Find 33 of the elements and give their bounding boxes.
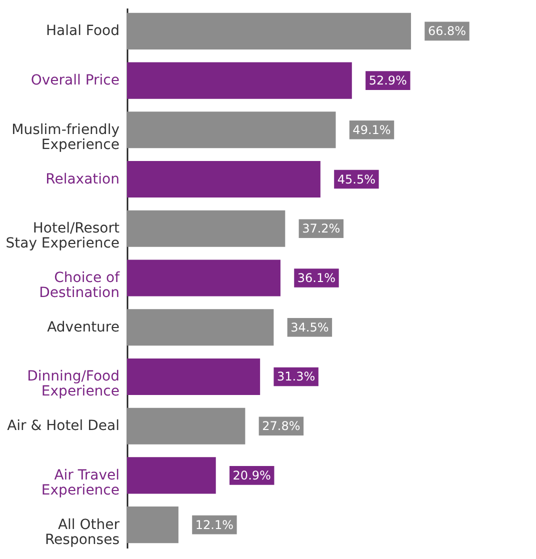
data-label: 20.9% — [232, 468, 271, 482]
data-label: 66.8% — [428, 24, 466, 38]
bar — [127, 309, 274, 346]
data-label: 12.1% — [195, 518, 234, 532]
y-tick-label: Hotel/Resort Stay Experience — [6, 220, 120, 252]
bar — [127, 506, 178, 544]
data-label: 34.5% — [290, 320, 329, 334]
data-label: 45.5% — [337, 172, 376, 186]
y-tick-label: Air Travel Experience — [41, 467, 120, 498]
bar — [127, 112, 336, 148]
y-tick-label: Relaxation — [46, 171, 120, 188]
bar — [127, 12, 411, 50]
bar — [127, 457, 216, 494]
bar — [127, 161, 320, 198]
y-tick-label: Air & Hotel Deal — [7, 418, 120, 434]
bar — [127, 408, 246, 444]
y-tick-label: Dinning/Food Experience — [27, 368, 120, 400]
bar — [127, 260, 280, 296]
bar — [127, 62, 352, 99]
data-label: 37.2% — [302, 222, 340, 236]
bar — [127, 210, 286, 247]
y-tick-label: Halal Food — [46, 23, 120, 40]
data-label: 52.9% — [368, 74, 407, 88]
y-tick-label: All Other Responses — [44, 516, 120, 548]
y-tick-label: Choice of Destination — [39, 270, 121, 301]
data-label: 49.1% — [352, 122, 391, 137]
y-tick-label: Overall Price — [30, 72, 120, 89]
y-tick-label: Muslim-friendly Experience — [12, 122, 120, 153]
y-tick-label: Adventure — [47, 319, 120, 336]
data-label: 36.1% — [297, 271, 336, 285]
data-label: 31.3% — [277, 370, 316, 384]
data-label: 27.8% — [262, 419, 300, 434]
bar — [127, 358, 260, 395]
